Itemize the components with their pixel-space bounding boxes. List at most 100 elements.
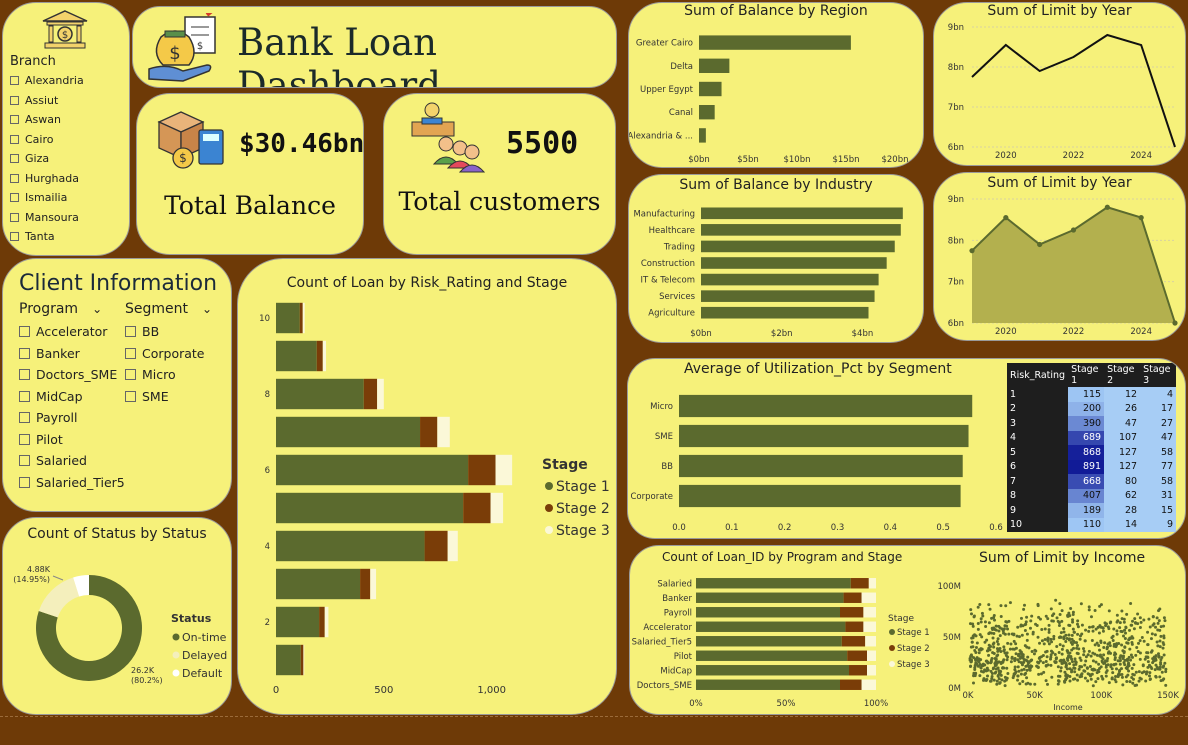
segment-dropdown[interactable]: Segment ⌄ bbox=[125, 301, 212, 317]
scatter-point bbox=[987, 603, 991, 607]
checkbox[interactable] bbox=[19, 326, 30, 338]
program-item[interactable]: Pilot bbox=[19, 429, 125, 451]
scatter-point bbox=[1009, 660, 1013, 664]
matrix-row: 9 189 28 15 bbox=[1007, 503, 1177, 518]
branch-item[interactable]: Aswan bbox=[10, 110, 84, 130]
matrix-cell: 8 bbox=[1007, 488, 1069, 503]
branch-item[interactable]: Ismailia bbox=[10, 188, 84, 208]
scatter-point bbox=[994, 670, 998, 674]
industry-category-label: Services bbox=[659, 292, 695, 302]
branch-item[interactable]: Assiut bbox=[10, 91, 84, 111]
stage1-bar bbox=[276, 378, 364, 410]
scatter-point bbox=[1148, 677, 1152, 681]
scatter-point bbox=[1062, 660, 1066, 664]
program-item[interactable]: Accelerator bbox=[19, 321, 125, 343]
checkbox[interactable] bbox=[10, 173, 19, 183]
segment-item[interactable]: BB bbox=[125, 321, 205, 343]
scatter-point bbox=[1002, 627, 1006, 631]
checkbox[interactable] bbox=[10, 154, 19, 164]
segment-item[interactable]: Corporate bbox=[125, 343, 205, 365]
checkbox[interactable] bbox=[10, 95, 19, 105]
checkbox[interactable] bbox=[10, 115, 19, 125]
checkbox[interactable] bbox=[19, 412, 30, 424]
scatter-point bbox=[1087, 605, 1091, 609]
matrix-cell: 28 bbox=[1104, 503, 1141, 518]
scatter-point bbox=[1073, 666, 1077, 670]
checkbox[interactable] bbox=[19, 390, 30, 402]
checkbox[interactable] bbox=[125, 326, 136, 338]
scatter-point bbox=[1089, 654, 1093, 658]
scatter-point bbox=[990, 677, 994, 681]
scatter-point bbox=[1155, 640, 1159, 644]
scatter-point bbox=[992, 645, 996, 649]
scatter-point bbox=[1068, 679, 1072, 683]
scatter-point bbox=[1075, 622, 1079, 626]
program-item[interactable]: Salaried bbox=[19, 450, 125, 472]
checkbox[interactable] bbox=[125, 369, 136, 381]
stage2-bar bbox=[420, 416, 438, 448]
branch-item[interactable]: Hurghada bbox=[10, 169, 84, 189]
branch-item[interactable]: Alexandria bbox=[10, 71, 84, 91]
checkbox[interactable] bbox=[10, 212, 19, 222]
program-item[interactable]: Doctors_SME bbox=[19, 364, 125, 386]
scatter-point bbox=[1118, 669, 1122, 673]
branch-item[interactable]: Tanta bbox=[10, 227, 84, 247]
scatter-point bbox=[1064, 639, 1068, 643]
scatter-point bbox=[1021, 679, 1025, 683]
scatter-point bbox=[994, 624, 998, 628]
matrix-row: 5 868 127 58 bbox=[1007, 445, 1177, 460]
segment-item[interactable]: SME bbox=[125, 386, 205, 408]
scatter-point bbox=[1017, 669, 1021, 673]
checkbox[interactable] bbox=[10, 134, 19, 144]
y-tick-label: 9bn bbox=[948, 195, 964, 205]
program-item-label: Pilot bbox=[36, 431, 63, 447]
segment-item[interactable]: Micro bbox=[125, 364, 205, 386]
program-stage-chart: Salaried Banker Payroll Accelerator Salaried… bbox=[632, 578, 930, 709]
checkbox[interactable] bbox=[19, 347, 30, 359]
checkbox[interactable] bbox=[10, 193, 19, 203]
checkbox[interactable] bbox=[19, 369, 30, 381]
scatter-point bbox=[1088, 674, 1092, 678]
scatter-point bbox=[1008, 601, 1012, 605]
branch-item[interactable]: Mansoura bbox=[10, 208, 84, 228]
scatter-point bbox=[1078, 634, 1082, 638]
scatter-point bbox=[1105, 669, 1109, 673]
checkbox[interactable] bbox=[125, 347, 136, 359]
income-title: Sum of Limit by Income bbox=[979, 550, 1146, 566]
scatter-point bbox=[1132, 627, 1136, 631]
scatter-point bbox=[1071, 618, 1075, 622]
scatter-point bbox=[1115, 613, 1119, 617]
scatter-point bbox=[1082, 647, 1086, 651]
program-item[interactable]: MidCap bbox=[19, 386, 125, 408]
scatter-point bbox=[1027, 646, 1031, 650]
program-dropdown[interactable]: Program ⌄ bbox=[19, 301, 102, 317]
program-item[interactable]: Payroll bbox=[19, 407, 125, 429]
util-category-label: SME bbox=[655, 432, 673, 442]
scatter-point bbox=[1006, 672, 1010, 676]
legend-label: Stage 3 bbox=[897, 660, 930, 670]
scatter-point bbox=[1091, 629, 1095, 633]
checkbox[interactable] bbox=[125, 390, 136, 402]
scatter-point bbox=[1004, 604, 1008, 608]
checkbox[interactable] bbox=[10, 76, 19, 86]
scatter-point bbox=[1124, 625, 1128, 629]
matrix-header[interactable]: Risk_Rating bbox=[1007, 363, 1069, 387]
program-item-label: MidCap bbox=[36, 388, 83, 404]
scatter-point bbox=[995, 679, 999, 683]
scatter-point bbox=[1095, 641, 1099, 645]
checkbox[interactable] bbox=[10, 232, 19, 242]
branch-item[interactable]: Giza bbox=[10, 149, 84, 169]
checkbox[interactable] bbox=[19, 476, 30, 488]
industry-tick-label: $0bn bbox=[690, 329, 712, 339]
checkbox[interactable] bbox=[19, 455, 30, 467]
program-item[interactable]: Salaried_Tier5 bbox=[19, 472, 125, 494]
legend-label: Stage 3 bbox=[556, 523, 610, 539]
stage1-bar bbox=[276, 416, 421, 448]
program-item[interactable]: Banker bbox=[19, 343, 125, 365]
scatter-point bbox=[985, 659, 989, 663]
branch-item[interactable]: Cairo bbox=[10, 130, 84, 150]
area-point bbox=[1003, 215, 1009, 221]
checkbox[interactable] bbox=[19, 433, 30, 445]
scatter-point bbox=[1070, 660, 1074, 664]
scatter-point bbox=[1130, 675, 1134, 679]
